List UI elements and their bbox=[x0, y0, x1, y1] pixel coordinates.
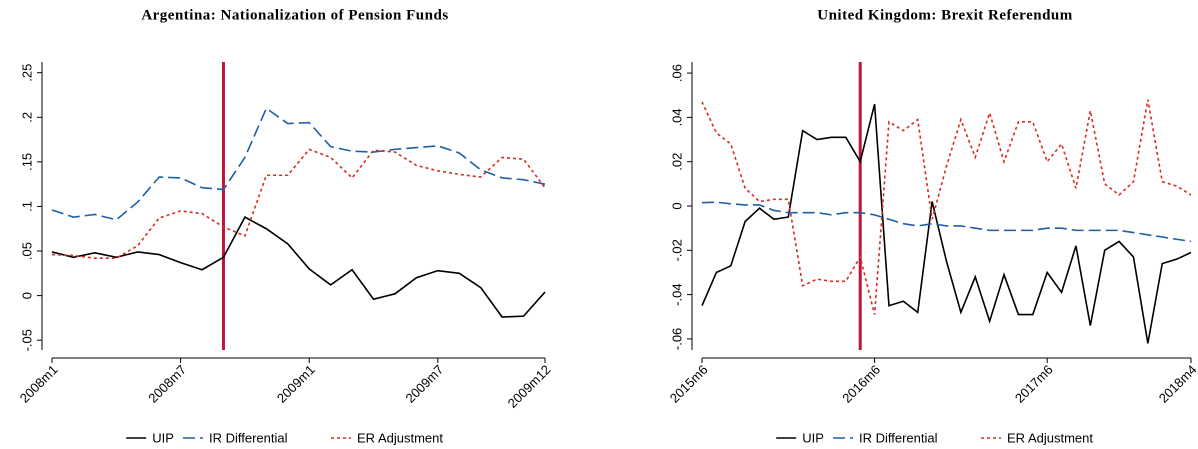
y-tick-label: 0 bbox=[19, 292, 34, 299]
legend-label: ER Adjustment bbox=[357, 430, 443, 445]
series-line bbox=[51, 216, 546, 318]
legend-label: IR Differential bbox=[209, 430, 288, 445]
series-line bbox=[51, 148, 546, 259]
y-tick-label: -.06 bbox=[669, 328, 684, 350]
series-line bbox=[701, 201, 1192, 243]
y-tick-label: .25 bbox=[19, 64, 34, 82]
series-line bbox=[701, 99, 1192, 315]
legend-label: ER Adjustment bbox=[1007, 430, 1093, 445]
chart-title: United Kingdom: Brexit Referendum bbox=[817, 7, 1073, 23]
y-tick-label: 0 bbox=[669, 202, 684, 209]
legend-label: IR Differential bbox=[859, 430, 938, 445]
x-tick-label: 2016m6 bbox=[839, 362, 883, 406]
y-tick-label: -.05 bbox=[19, 329, 34, 351]
series-line bbox=[701, 103, 1192, 344]
x-tick-label: 2008m1 bbox=[17, 362, 61, 406]
x-tick-label: 2009m1 bbox=[274, 362, 318, 406]
x-tick-label: 2009m12 bbox=[505, 362, 554, 411]
y-tick-label: -.04 bbox=[669, 283, 684, 305]
legend-label: UIP bbox=[152, 430, 174, 445]
y-tick-label: .1 bbox=[19, 201, 34, 212]
x-tick-label: 2009m7 bbox=[403, 362, 447, 406]
x-tick-label: 2017m6 bbox=[1012, 362, 1056, 406]
y-tick-label: -.02 bbox=[669, 239, 684, 261]
y-tick-label: .05 bbox=[19, 242, 34, 260]
chart-title: Argentina: Nationalization of Pension Fu… bbox=[141, 7, 448, 23]
x-tick-label: 2018m4 bbox=[1156, 362, 1198, 406]
x-tick-label: 2015m6 bbox=[667, 362, 711, 406]
y-tick-label: .15 bbox=[19, 153, 34, 171]
legend-label: UIP bbox=[802, 430, 824, 445]
y-tick-label: .02 bbox=[669, 153, 684, 171]
y-tick-label: .06 bbox=[669, 64, 684, 82]
series-line bbox=[51, 107, 546, 221]
x-tick-label: 2008m7 bbox=[145, 362, 189, 406]
y-tick-label: .2 bbox=[19, 112, 34, 123]
y-tick-label: .04 bbox=[669, 108, 684, 126]
